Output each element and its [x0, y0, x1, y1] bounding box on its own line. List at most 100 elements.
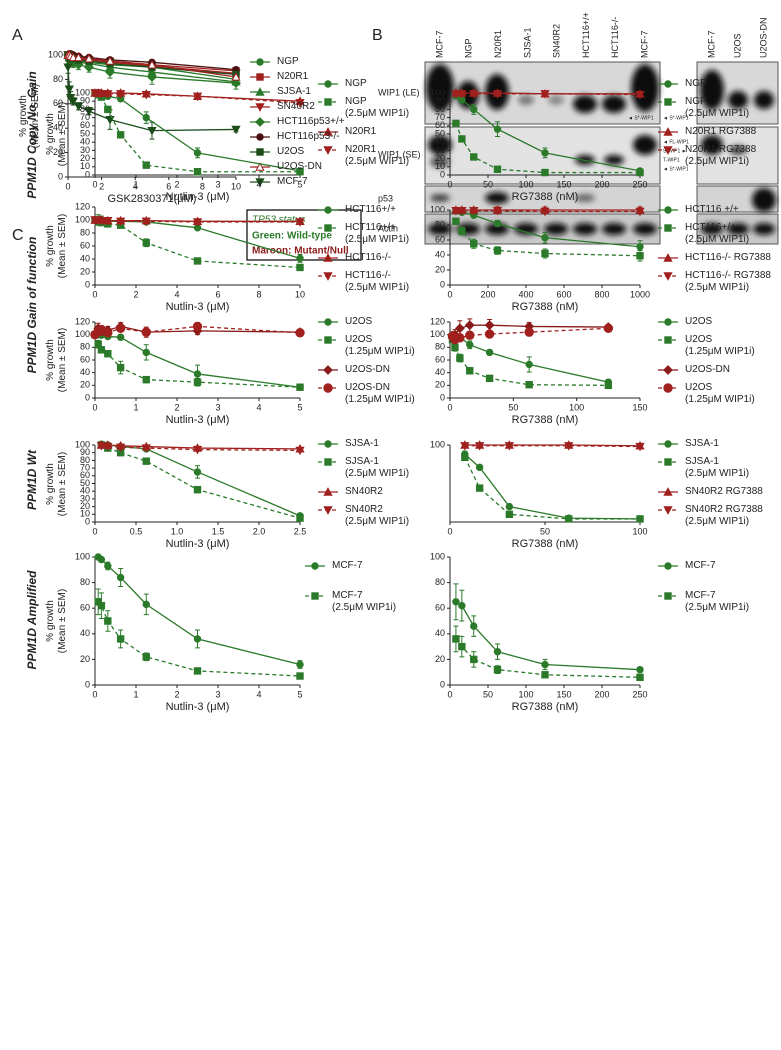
data-point	[541, 671, 549, 679]
y-tick-label: 100	[430, 87, 445, 97]
data-line	[94, 92, 300, 173]
data-point	[541, 149, 549, 157]
legend-label: NGP	[685, 78, 707, 89]
data-line	[455, 210, 640, 213]
x-tick-label: 100	[632, 526, 647, 536]
y-tick-label: 100	[75, 214, 90, 224]
legend-marker	[324, 206, 332, 214]
legend-label: HCT116+/+	[345, 204, 396, 215]
data-point	[141, 217, 151, 227]
x-tick-label: 0.5	[130, 526, 143, 536]
y-tick-label: 20	[53, 147, 63, 157]
row-label: PPM1D Gain of function	[25, 236, 39, 374]
data-point	[104, 349, 112, 358]
tp53-green: Green: Wild-type	[252, 231, 332, 242]
data-point	[63, 63, 73, 73]
y-tick-label: 0	[440, 679, 445, 689]
x-tick-label: 1000	[630, 289, 650, 299]
data-point	[231, 125, 241, 135]
x-tick-label: 4	[256, 402, 261, 412]
y-tick-label: 70	[80, 462, 90, 472]
x-tick-label: 200	[594, 179, 609, 189]
legend-marker	[255, 117, 265, 127]
data-point	[116, 131, 125, 139]
data-point	[193, 485, 202, 494]
x-tick-label: 200	[594, 689, 609, 699]
data-point	[295, 446, 305, 456]
data-point	[635, 207, 645, 217]
legend-marker	[663, 127, 673, 136]
data-point	[96, 442, 107, 451]
y-tick-label: 20	[80, 266, 90, 276]
y-tick-label: 80	[435, 342, 445, 352]
legend-label: N20R1	[345, 126, 377, 137]
data-point	[193, 635, 202, 643]
legend-marker	[323, 272, 333, 281]
y-tick-label: 100	[75, 87, 90, 97]
legend-label: SJSA-1 (2.5μM WIP1i)	[345, 456, 410, 479]
data-point	[295, 218, 305, 227]
data-point	[454, 323, 465, 334]
data-point	[193, 168, 202, 176]
data-point	[464, 320, 475, 331]
legend-marker	[255, 87, 265, 96]
legend-marker	[255, 178, 265, 187]
x-axis-label: Nutlin-3 (μM)	[165, 414, 230, 426]
legend-label: HCT116-/- RG7388 (2.5μM WIP1i)	[685, 270, 771, 293]
x-tick-label: 150	[556, 689, 571, 699]
legend-label: SN40R2	[345, 486, 383, 497]
y-tick-label: 70	[435, 112, 445, 122]
y-tick-label: 0	[85, 169, 90, 179]
y-tick-label: 20	[80, 153, 90, 163]
y-tick-label: 40	[80, 486, 90, 496]
legend-marker	[664, 206, 672, 214]
y-tick-label: 20	[435, 264, 445, 274]
legend-label: HCT116p53+/+	[277, 116, 345, 127]
data-point	[505, 502, 514, 511]
legend-marker	[664, 318, 672, 326]
legend-marker	[324, 440, 332, 448]
legend-marker	[324, 224, 332, 232]
y-tick-label: 30	[80, 145, 90, 155]
data-point	[485, 374, 494, 383]
y-tick-label: 70	[80, 112, 90, 122]
x-tick-label: 0	[447, 689, 452, 699]
x-tick-label: 2	[99, 181, 104, 191]
data-point	[141, 90, 151, 100]
y-tick-label: 10	[80, 509, 90, 519]
data-point	[142, 348, 150, 357]
data-point	[470, 655, 478, 664]
data-point	[192, 321, 203, 332]
x-tick-label: 100	[569, 402, 584, 412]
x-tick-label: 1.0	[171, 526, 184, 536]
data-point	[105, 56, 115, 65]
data-point	[541, 660, 549, 669]
y-tick-label: 60	[435, 603, 445, 613]
data-point	[295, 328, 305, 338]
x-axis-label: GSK2830371(μM)	[107, 193, 197, 205]
x-tick-label: 50	[508, 402, 518, 412]
data-point	[540, 90, 550, 99]
data-point	[452, 119, 460, 128]
data-point	[452, 217, 460, 225]
data-point	[296, 660, 304, 669]
data-point	[103, 328, 113, 338]
x-tick-label: 6	[166, 181, 171, 191]
y-tick-label: 50	[80, 478, 90, 488]
legend-marker	[664, 440, 672, 448]
data-point	[193, 667, 202, 675]
y-axis-label: % growth (Mean ± SEM)	[45, 101, 68, 167]
lane-label: MCF-7	[706, 31, 716, 59]
data-point	[115, 90, 126, 99]
y-tick-label: 60	[435, 120, 445, 130]
y-tick-label: 20	[435, 153, 445, 163]
data-point	[73, 52, 84, 62]
y-tick-label: 60	[80, 240, 90, 250]
data-point	[116, 333, 125, 341]
data-point	[636, 673, 644, 682]
data-point	[97, 601, 106, 610]
data-point	[193, 468, 202, 476]
data-point	[103, 216, 113, 226]
data-point	[493, 648, 502, 656]
